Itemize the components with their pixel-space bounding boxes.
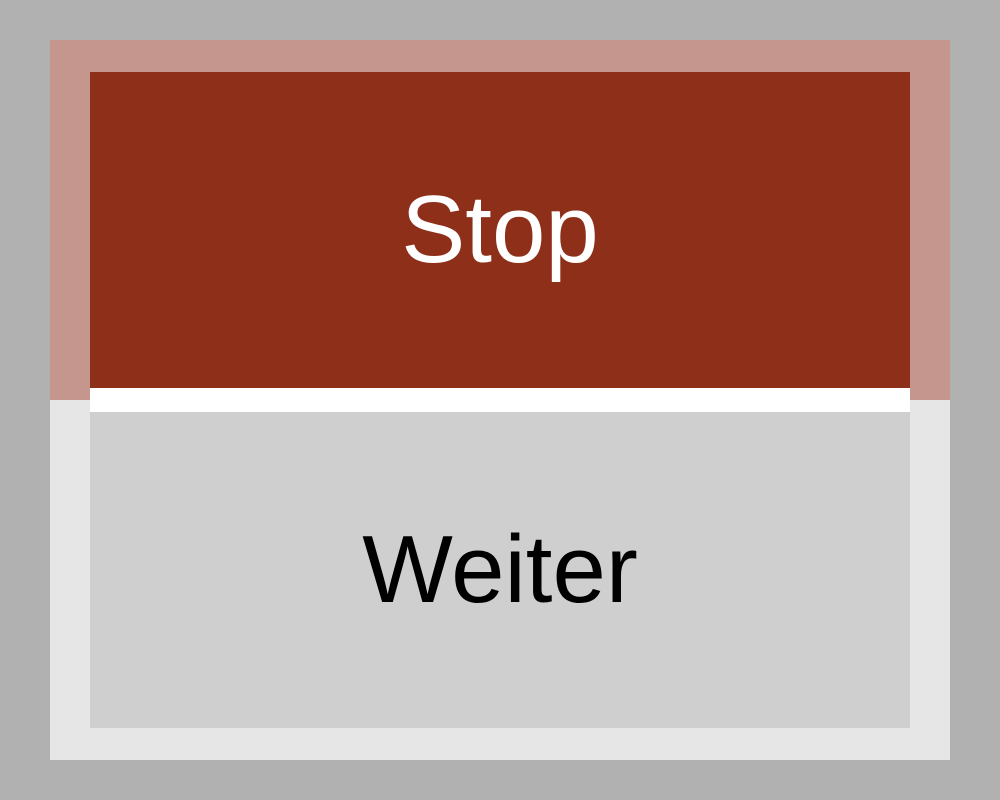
divider	[90, 388, 910, 412]
continue-button-label: Weiter	[362, 516, 638, 623]
continue-button[interactable]: Weiter	[90, 412, 910, 728]
stop-button[interactable]: Stop	[90, 72, 910, 388]
stop-button-label: Stop	[401, 176, 599, 283]
choice-panel: Stop Weiter	[50, 40, 950, 760]
